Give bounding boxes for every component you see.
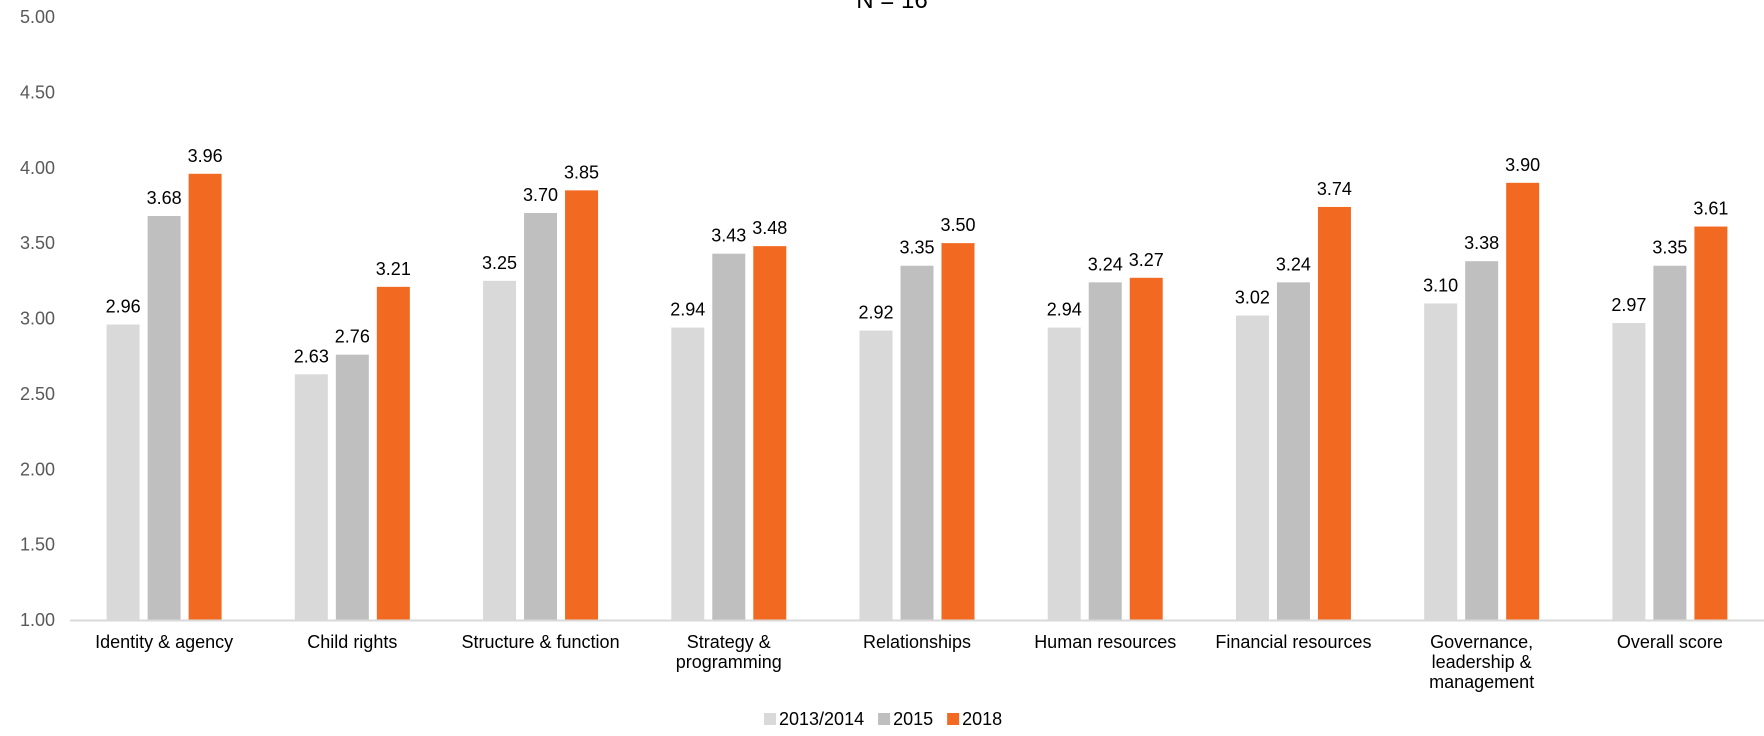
bar — [671, 327, 705, 620]
y-tick-label: 5.00 — [20, 7, 55, 27]
bar — [753, 246, 787, 620]
bar — [941, 243, 975, 620]
data-label: 3.35 — [1652, 238, 1687, 258]
x-category-label: Strategy & programming — [676, 632, 782, 672]
x-category-label: Structure & function — [462, 632, 620, 652]
y-tick-label: 3.00 — [20, 309, 55, 329]
legend-label: 2013/2014 — [779, 709, 864, 729]
legend-swatch — [764, 713, 776, 725]
bar — [1317, 206, 1351, 620]
data-label: 2.94 — [1047, 300, 1082, 320]
bar — [483, 280, 517, 620]
bar — [900, 265, 934, 620]
data-label: 3.35 — [899, 238, 934, 258]
legend-label: 2015 — [893, 709, 933, 729]
bar — [1047, 327, 1081, 620]
bar — [1612, 323, 1646, 620]
x-category-label-line: Governance, — [1430, 632, 1533, 652]
x-category-label: Identity & agency — [95, 632, 233, 652]
data-label: 3.27 — [1129, 250, 1164, 270]
legend: 2013/2014 2015 2018 — [764, 709, 1002, 729]
bar — [1465, 261, 1499, 620]
bar — [1129, 277, 1163, 620]
x-category-label-line: programming — [676, 652, 782, 672]
data-label: 2.92 — [858, 303, 893, 323]
bar — [1694, 226, 1728, 621]
x-category-label-line: Financial resources — [1215, 632, 1371, 652]
legend-swatch — [878, 713, 891, 725]
data-label: 3.38 — [1464, 233, 1499, 253]
bar — [712, 253, 746, 621]
x-category-label-line: management — [1429, 672, 1534, 692]
bar — [335, 354, 369, 620]
bar — [859, 330, 893, 620]
data-label: 3.85 — [564, 162, 599, 182]
x-category-label-line: Relationships — [863, 632, 971, 652]
data-label: 3.68 — [147, 188, 182, 208]
y-tick-label: 3.50 — [20, 233, 55, 253]
bar — [1235, 315, 1269, 620]
bar — [1424, 303, 1458, 620]
bar — [565, 190, 599, 621]
data-label: 3.25 — [482, 253, 517, 273]
bar — [524, 212, 558, 620]
data-label: 3.43 — [711, 226, 746, 246]
x-category-label: Human resources — [1034, 632, 1176, 652]
bars: 2.96 3.68 3.96 2.63 2.76 3.21 3.25 3.70 3.85 2.94… — [106, 146, 1728, 621]
x-axis: Identity & agency Child rights Structure &… — [95, 632, 1723, 692]
data-label: 2.94 — [670, 300, 705, 320]
bar — [294, 374, 328, 620]
bar — [147, 215, 181, 621]
data-label: 3.02 — [1235, 287, 1270, 307]
data-label: 3.61 — [1693, 199, 1728, 219]
bar — [376, 286, 410, 620]
data-label: 3.50 — [940, 215, 975, 235]
data-label: 2.76 — [335, 327, 370, 347]
y-tick-label: 4.00 — [20, 158, 55, 178]
bar — [106, 324, 140, 620]
data-label: 2.97 — [1611, 295, 1646, 315]
x-category-label-line: Human resources — [1034, 632, 1176, 652]
data-label: 3.24 — [1276, 254, 1311, 274]
data-label: 3.74 — [1317, 179, 1352, 199]
y-tick-label: 2.50 — [20, 384, 55, 404]
data-label: 3.10 — [1423, 275, 1458, 295]
bar — [1506, 182, 1540, 620]
bar — [188, 173, 222, 620]
x-category-label-line: Child rights — [307, 632, 397, 652]
x-category-label-line: Strategy & — [687, 632, 771, 652]
x-category-label: Relationships — [863, 632, 971, 652]
bar — [1088, 282, 1122, 620]
y-tick-label: 4.50 — [20, 82, 55, 102]
x-category-label-line: Identity & agency — [95, 632, 233, 652]
bar — [1276, 282, 1310, 620]
x-category-label: Child rights — [307, 632, 397, 652]
data-label: 3.24 — [1088, 254, 1123, 274]
legend-label: 2018 — [962, 709, 1002, 729]
x-category-label-line: Structure & function — [462, 632, 620, 652]
y-tick-label: 1.50 — [20, 535, 55, 555]
data-label: 3.48 — [752, 218, 787, 238]
x-category-label-line: leadership & — [1432, 652, 1532, 672]
x-category-label: Overall score — [1617, 632, 1723, 652]
chart-title: N = 16 — [856, 0, 927, 14]
bar — [1653, 265, 1687, 620]
y-tick-label: 1.00 — [20, 610, 55, 630]
data-label: 2.96 — [106, 297, 141, 317]
legend-swatch — [947, 713, 960, 725]
x-category-label: Financial resources — [1215, 632, 1371, 652]
data-label: 3.21 — [376, 259, 411, 279]
data-label: 2.63 — [294, 346, 329, 366]
x-category-label: Governance, leadership & management — [1429, 632, 1534, 692]
y-tick-label: 2.00 — [20, 459, 55, 479]
data-label: 3.96 — [188, 146, 223, 166]
data-label: 3.70 — [523, 185, 558, 205]
data-label: 3.90 — [1505, 155, 1540, 175]
x-category-label-line: Overall score — [1617, 632, 1723, 652]
y-axis: 1.00 1.50 2.00 2.50 3.00 3.50 4.00 4.50 5.00 — [20, 7, 55, 630]
